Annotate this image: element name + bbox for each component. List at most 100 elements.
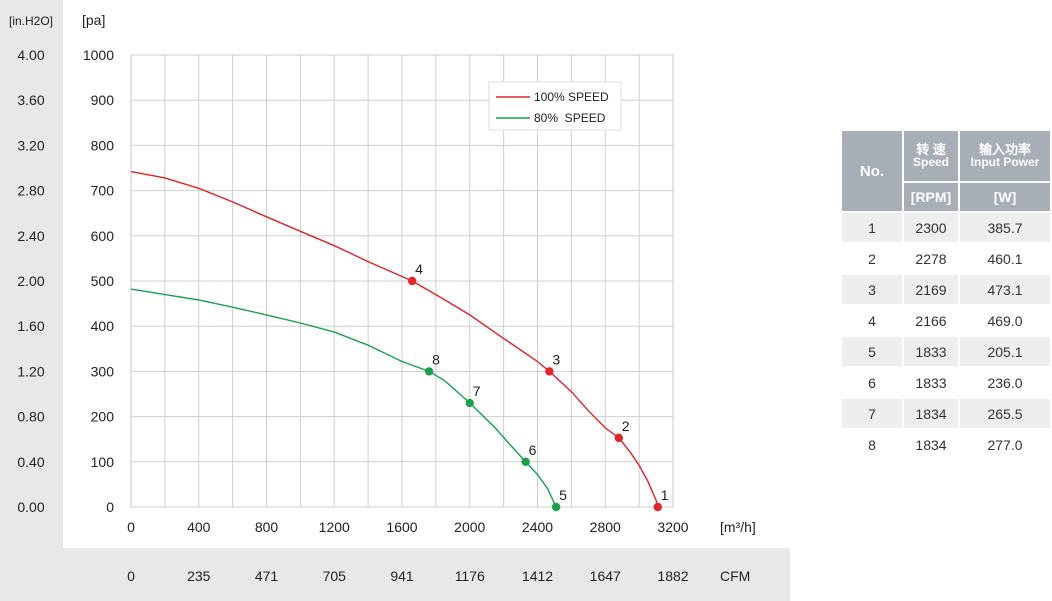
- y-tick-label: 700: [91, 183, 115, 199]
- left-axis-unit-label: [in.H2O]: [9, 14, 53, 28]
- cell-rpm: 1834: [902, 397, 960, 430]
- left-axis-tick-label: 0.40: [17, 454, 44, 470]
- header-speed-cn: 转 速: [916, 142, 946, 157]
- table-row: 1 2300 385.7: [840, 211, 1052, 244]
- unit-power: [W]: [958, 181, 1052, 213]
- cfm-axis-band: [0, 548, 790, 601]
- cell-no: 1: [840, 211, 904, 244]
- cell-power: 460.1: [958, 242, 1052, 275]
- cell-no: 5: [840, 335, 904, 368]
- series-line-1: [130, 170, 659, 508]
- left-axis-tick-label: 4.00: [17, 47, 44, 63]
- cell-power: 236.0: [958, 366, 1052, 399]
- x-tick-label: 400: [187, 519, 211, 535]
- spec-table: No. 转 速 Speed 输入功率 Input Power [RPM] [W]…: [840, 129, 1052, 461]
- table-row: 4 2166 469.0: [840, 304, 1052, 337]
- left-axis-tick-label: 3.20: [17, 137, 44, 153]
- cfm-tick-label: 1412: [522, 568, 553, 584]
- left-axis-band: [0, 0, 63, 601]
- operating-point-8: [424, 367, 434, 376]
- header-power: 输入功率 Input Power: [958, 129, 1052, 183]
- x-tick-label: 1600: [386, 519, 417, 535]
- left-axis-tick-label: 2.80: [17, 183, 44, 199]
- cell-rpm: 2300: [902, 211, 960, 244]
- y-tick-label: 200: [91, 409, 115, 425]
- cfm-tick-label: 941: [390, 568, 414, 584]
- cfm-tick-label: 1176: [455, 568, 485, 584]
- cell-rpm: 2278: [902, 242, 960, 275]
- operating-point-label-5: 5: [559, 487, 567, 503]
- table-unit-row: [RPM] [W]: [841, 181, 1052, 213]
- cell-rpm: 1833: [902, 335, 960, 368]
- y-tick-label: 900: [91, 92, 115, 108]
- x-tick-label: 2800: [590, 519, 621, 535]
- y-tick-label: 1000: [83, 47, 114, 63]
- left-axis-tick-label: 1.60: [17, 318, 44, 334]
- operating-point-label-7: 7: [473, 383, 481, 399]
- header-speed-en: Speed: [912, 155, 949, 169]
- cfm-tick-label: 471: [255, 568, 279, 584]
- operating-point-2: [614, 433, 623, 443]
- cell-power: 265.5: [958, 397, 1052, 430]
- table-row: 7 1834 265.5: [840, 397, 1052, 430]
- cell-no: 8: [840, 428, 904, 461]
- cell-power: 385.7: [958, 211, 1052, 244]
- y-tick-label: 100: [91, 454, 115, 470]
- table-row: 5 1833 205.1: [840, 335, 1052, 368]
- cell-no: 6: [840, 366, 904, 399]
- cfm-tick-label: 0: [127, 568, 135, 584]
- y-tick-label: 0: [106, 499, 114, 515]
- x-tick-label: 0: [127, 519, 135, 535]
- table-row: 6 1833 236.0: [840, 366, 1052, 399]
- cfm-axis-label: CFM: [720, 568, 750, 584]
- fan-performance-chart: 1000 900 800 700 600 500 400 300 200 100 0 [pa] 4.00…: [0, 0, 790, 601]
- operating-point-label-2: 2: [622, 418, 630, 434]
- x-tick-label: 3200: [657, 519, 688, 535]
- y-tick-label: 400: [91, 318, 115, 334]
- y-axis-label: [pa]: [82, 12, 105, 28]
- header-power-cn: 输入功率: [978, 142, 1031, 157]
- cell-no: 7: [840, 397, 904, 430]
- operating-point-label-3: 3: [552, 351, 560, 367]
- y-tick-label: 300: [91, 363, 115, 379]
- operating-point-label-1: 1: [661, 487, 669, 503]
- cfm-tick-label: 705: [323, 568, 347, 584]
- x-axis-label: [m³/h]: [720, 519, 756, 535]
- left-axis-tick-label: 1.20: [17, 363, 44, 379]
- legend-box: [488, 81, 622, 131]
- x-tick-label: 1200: [319, 519, 350, 535]
- table-row: 2 2278 460.1: [840, 242, 1052, 275]
- header-speed: 转 速 Speed: [902, 129, 960, 183]
- cfm-tick-label: 1882: [657, 568, 688, 584]
- cell-rpm: 2166: [902, 304, 960, 337]
- cell-no: 4: [840, 304, 904, 337]
- operating-point-6: [521, 457, 530, 466]
- cell-power: 205.1: [958, 335, 1052, 368]
- cfm-tick-label: 1647: [590, 568, 621, 584]
- operating-point-label-8: 8: [432, 351, 440, 367]
- unit-speed: [RPM]: [902, 181, 960, 213]
- table-row: 8 1834 277.0: [840, 428, 1052, 461]
- header-power-en: Input Power: [970, 155, 1040, 169]
- y-tick-label: 600: [91, 228, 115, 244]
- cell-rpm: 1833: [902, 366, 960, 399]
- operating-point-7: [465, 398, 474, 408]
- y-tick-label: 800: [91, 137, 115, 153]
- cell-power: 277.0: [958, 428, 1052, 461]
- operating-point-label-6: 6: [529, 442, 537, 458]
- operating-point-1: [653, 502, 662, 512]
- legend-label-2: 80% SPEED: [534, 111, 606, 125]
- left-axis-tick-label: 3.60: [17, 92, 44, 108]
- y-tick-label: 500: [91, 273, 115, 289]
- cell-power: 469.0: [958, 304, 1052, 337]
- x-tick-label: 800: [255, 519, 279, 535]
- operating-point-3: [545, 367, 554, 376]
- cell-no: 2: [840, 242, 904, 275]
- cell-rpm: 1834: [902, 428, 960, 461]
- cell-rpm: 2169: [902, 273, 960, 306]
- left-axis-tick-label: 0.80: [17, 409, 44, 425]
- cfm-tick-label: 235: [187, 568, 211, 584]
- left-axis-tick-label: 2.40: [17, 228, 44, 244]
- left-axis-tick-label: 0.00: [17, 499, 44, 515]
- cell-power: 473.1: [958, 273, 1052, 306]
